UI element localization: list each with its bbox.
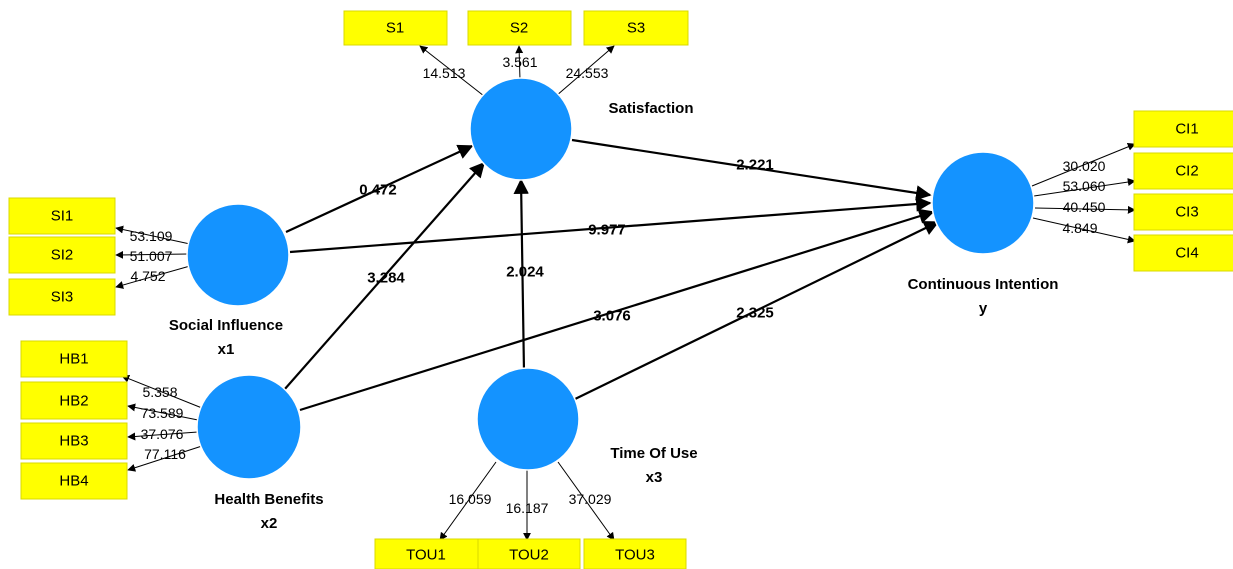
indicator-s3[interactable]: S3 xyxy=(584,11,688,45)
indicator-tou3[interactable]: TOU3 xyxy=(584,539,686,569)
coef-sat-ci: 2.221 xyxy=(736,157,774,174)
coef-hb-ci: 3.076 xyxy=(593,308,631,325)
svg-text:S2: S2 xyxy=(510,20,528,37)
loading-tou1: 16.059 xyxy=(449,491,492,507)
construct-time-of-use[interactable] xyxy=(477,368,579,470)
indicator-si1[interactable]: SI1 xyxy=(9,198,115,234)
label-social-influence-sub: x1 xyxy=(218,341,235,358)
construct-social-influence[interactable] xyxy=(187,204,289,306)
hb-measurement: 5.358 73.589 37.076 77.116 xyxy=(122,376,202,470)
construct-continuous-intention[interactable] xyxy=(932,152,1034,254)
coef-si-sat: 0.472 xyxy=(359,182,397,199)
loading-s1: 14.513 xyxy=(423,65,466,81)
loading-hb1: 5.358 xyxy=(142,384,177,400)
svg-text:HB4: HB4 xyxy=(59,473,88,490)
label-social-influence: Social Influence xyxy=(169,317,283,334)
label-health-benefits-sub: x2 xyxy=(261,515,278,532)
svg-text:CI1: CI1 xyxy=(1175,121,1198,138)
svg-text:SI3: SI3 xyxy=(51,289,74,306)
loading-si2: 51.007 xyxy=(130,248,173,264)
svg-text:S1: S1 xyxy=(386,20,404,37)
svg-text:HB2: HB2 xyxy=(59,393,88,410)
svg-text:TOU2: TOU2 xyxy=(509,547,549,564)
indicator-tou2[interactable]: TOU2 xyxy=(478,539,580,569)
construct-health-benefits[interactable] xyxy=(197,375,301,479)
svg-text:CI3: CI3 xyxy=(1175,204,1198,221)
label-health-benefits: Health Benefits xyxy=(214,491,323,508)
construct-satisfaction[interactable] xyxy=(470,78,572,180)
svg-text:CI2: CI2 xyxy=(1175,163,1198,180)
svg-text:TOU3: TOU3 xyxy=(615,547,655,564)
svg-text:TOU1: TOU1 xyxy=(406,547,446,564)
loading-si1: 53.109 xyxy=(130,228,173,244)
indicator-hb1[interactable]: HB1 xyxy=(21,341,127,377)
indicator-s1[interactable]: S1 xyxy=(344,11,447,45)
loading-ci2: 53.060 xyxy=(1063,178,1106,194)
loading-hb3: 37.076 xyxy=(141,426,184,442)
coef-hb-sat: 3.284 xyxy=(367,270,405,287)
indicator-ci4[interactable]: CI4 xyxy=(1134,235,1233,271)
indicator-hb3[interactable]: HB3 xyxy=(21,423,127,459)
si-measurement: 53.109 51.007 4.752 xyxy=(116,228,190,287)
label-continuous-intention: Continuous Intention xyxy=(908,276,1059,293)
path-coefficients: 0.472 3.284 2.024 2.221 9.977 3.076 2.32… xyxy=(359,157,774,325)
loading-s3: 24.553 xyxy=(566,65,609,81)
loading-tou2: 16.187 xyxy=(506,500,549,516)
indicator-tou1[interactable]: TOU1 xyxy=(375,539,478,569)
loading-hb2: 73.589 xyxy=(141,405,184,421)
indicator-si2[interactable]: SI2 xyxy=(9,237,115,273)
loading-ci3: 40.450 xyxy=(1063,199,1106,215)
loading-hb4: 77.116 xyxy=(144,446,186,462)
svg-text:SI2: SI2 xyxy=(51,247,74,264)
indicator-ci3[interactable]: CI3 xyxy=(1134,194,1233,230)
loading-tou3: 37.029 xyxy=(569,491,612,507)
indicator-ci1[interactable]: CI1 xyxy=(1134,111,1233,147)
indicator-hb4[interactable]: HB4 xyxy=(21,463,127,499)
loading-ci1: 30.020 xyxy=(1063,158,1106,174)
coef-tou-ci: 2.325 xyxy=(736,305,774,322)
tou-measurement: 16.059 16.187 37.029 xyxy=(440,462,614,540)
label-time-of-use: Time Of Use xyxy=(610,445,697,462)
indicator-si3[interactable]: SI3 xyxy=(9,279,115,315)
svg-text:S3: S3 xyxy=(627,20,645,37)
label-time-of-use-sub: x3 xyxy=(646,469,663,486)
loading-s2: 3.561 xyxy=(502,54,537,70)
svg-text:HB3: HB3 xyxy=(59,433,88,450)
indicator-ci2[interactable]: CI2 xyxy=(1134,153,1233,189)
indicator-hb2[interactable]: HB2 xyxy=(21,382,127,419)
coef-si-ci: 9.977 xyxy=(588,222,626,239)
label-satisfaction: Satisfaction xyxy=(608,100,693,117)
loading-si3: 4.752 xyxy=(130,268,165,284)
loading-ci4: 4.849 xyxy=(1062,220,1097,236)
svg-text:CI4: CI4 xyxy=(1175,245,1198,262)
svg-text:HB1: HB1 xyxy=(59,351,88,368)
label-continuous-intention-sub: y xyxy=(979,300,988,317)
svg-text:SI1: SI1 xyxy=(51,208,74,225)
ci-measurement: 30.020 53.060 40.450 4.849 xyxy=(1032,144,1135,241)
indicator-s2[interactable]: S2 xyxy=(468,11,571,45)
coef-tou-sat: 2.024 xyxy=(506,264,544,281)
